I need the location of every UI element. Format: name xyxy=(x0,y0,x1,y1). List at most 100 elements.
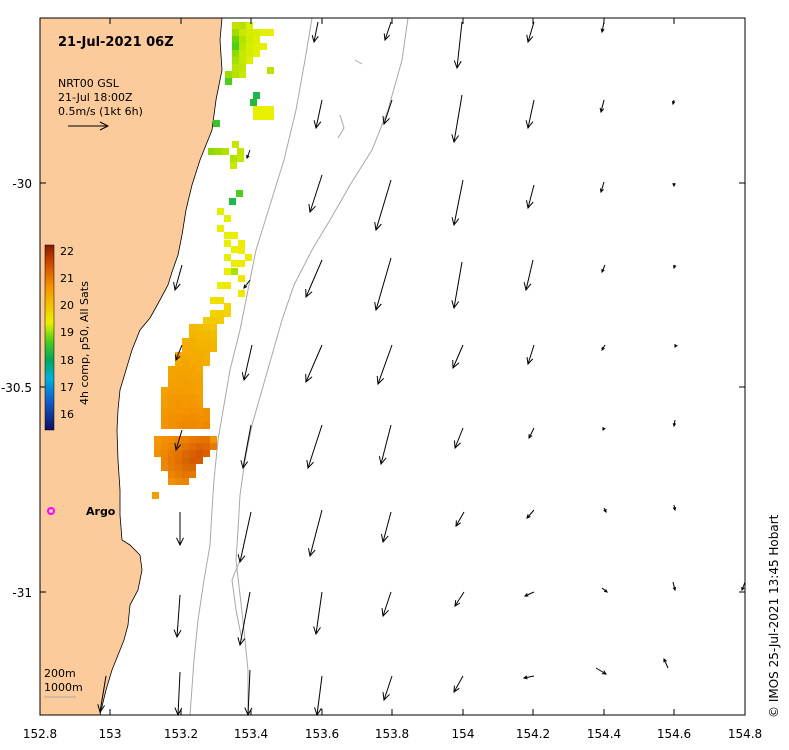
current-vector-arrow xyxy=(376,344,393,386)
sst-pixel xyxy=(189,338,196,345)
sst-pixel xyxy=(208,148,215,155)
sst-pixel xyxy=(232,141,239,148)
sst-pixel xyxy=(203,408,210,415)
colorbar-tick: 17 xyxy=(60,381,74,394)
sst-pixel xyxy=(239,22,246,29)
current-vector-arrow xyxy=(175,344,183,362)
sst-pixel xyxy=(239,43,246,50)
sst-pixel xyxy=(161,387,168,394)
current-vector-arrow xyxy=(663,657,669,669)
sst-pixel xyxy=(210,345,217,352)
current-vector-arrow xyxy=(526,344,535,366)
sst-pixel xyxy=(232,29,239,36)
sst-pixel xyxy=(210,436,217,443)
current-vector-arrow xyxy=(454,591,465,607)
sst-pixel xyxy=(168,457,175,464)
sst-pixel xyxy=(210,443,217,450)
sst-pixel xyxy=(161,415,168,422)
sst-pixel xyxy=(161,394,168,401)
sst-pixel xyxy=(232,22,239,29)
sst-pixel xyxy=(210,317,217,324)
x-tick-label: 154.8 xyxy=(728,727,762,741)
colorbar-tick: 19 xyxy=(60,326,74,339)
sst-pixel xyxy=(217,317,224,324)
sst-pixel xyxy=(238,260,245,267)
sst-pixel xyxy=(224,254,231,261)
sst-pixel xyxy=(189,457,196,464)
sst-pixel xyxy=(210,324,217,331)
current-vector-arrow xyxy=(671,99,676,106)
sst-pixel xyxy=(189,331,196,338)
current-vector-arrow xyxy=(305,259,323,299)
sst-pixel xyxy=(203,324,210,331)
sst-pixel xyxy=(189,408,196,415)
sst-pixel xyxy=(168,450,175,457)
sst-pixel xyxy=(182,366,189,373)
sst-pixel xyxy=(237,148,244,155)
current-vector-arrow xyxy=(313,591,323,636)
sst-pixel xyxy=(231,246,238,253)
sst-pixel xyxy=(224,215,231,222)
legend-scale: 0.5m/s (1kt 6h) xyxy=(58,105,143,118)
sst-pixel xyxy=(232,57,239,64)
sst-pixel xyxy=(182,401,189,408)
map-title: 21-Jul-2021 06Z xyxy=(58,35,174,50)
current-vector-arrow xyxy=(374,257,392,312)
contour-1000m xyxy=(235,17,409,715)
sst-pixel xyxy=(175,408,182,415)
sst-pixel xyxy=(253,29,260,36)
sst-pixel xyxy=(168,401,175,408)
argo-float-marker xyxy=(47,507,55,515)
y-tick-label: -30 xyxy=(12,177,32,191)
current-vector-arrow xyxy=(453,21,463,70)
sst-pixel xyxy=(224,268,231,275)
current-vector-arrow xyxy=(602,427,606,431)
x-tick-label: 153.4 xyxy=(234,727,268,741)
colorbar-tick: 16 xyxy=(60,408,74,421)
sst-pixel xyxy=(189,380,196,387)
sst-pixel xyxy=(196,408,203,415)
depth-legend-200m: 200m xyxy=(44,667,76,680)
sst-pixel xyxy=(203,331,210,338)
land-mass xyxy=(39,17,223,716)
sst-pixel xyxy=(203,415,210,422)
sst-pixel xyxy=(189,464,196,471)
colorbar-tick: 18 xyxy=(60,354,74,367)
x-tick-label: 153.6 xyxy=(305,727,339,741)
sst-pixel xyxy=(203,443,210,450)
sst-pixel xyxy=(161,401,168,408)
sst-pixel xyxy=(253,36,260,43)
sst-pixel xyxy=(245,254,252,261)
sst-pixel xyxy=(238,240,245,247)
sst-pixel xyxy=(152,492,159,499)
sst-pixel xyxy=(182,338,189,345)
sst-pixel xyxy=(239,50,246,57)
sst-pixel xyxy=(196,366,203,373)
sst-pixel xyxy=(175,352,182,359)
sst-pixel xyxy=(215,148,222,155)
sst-pixel xyxy=(196,443,203,450)
sst-pixel xyxy=(182,408,189,415)
current-vector-arrow xyxy=(672,183,676,188)
sst-pixel xyxy=(225,78,232,85)
sst-pixel xyxy=(253,43,260,50)
sst-pixel xyxy=(196,394,203,401)
sst-pixel xyxy=(260,113,267,120)
sst-pixel xyxy=(246,22,253,29)
current-vector-arrow xyxy=(672,581,677,592)
sst-pixel xyxy=(239,64,246,71)
current-vector-arrow xyxy=(308,509,323,558)
sst-pixel xyxy=(154,443,161,450)
current-vector-arrow xyxy=(672,504,677,512)
sst-pixel xyxy=(161,422,168,429)
sst-pixel xyxy=(175,422,182,429)
x-tick-label: 154 xyxy=(452,727,475,741)
sst-pixel xyxy=(230,155,237,162)
sst-pixel xyxy=(196,338,203,345)
sst-pixel xyxy=(175,415,182,422)
sst-pixel xyxy=(175,387,182,394)
sst-pixel xyxy=(210,331,217,338)
sst-pixel xyxy=(224,303,231,310)
sst-pixel xyxy=(182,422,189,429)
sst-pixel xyxy=(231,268,238,275)
